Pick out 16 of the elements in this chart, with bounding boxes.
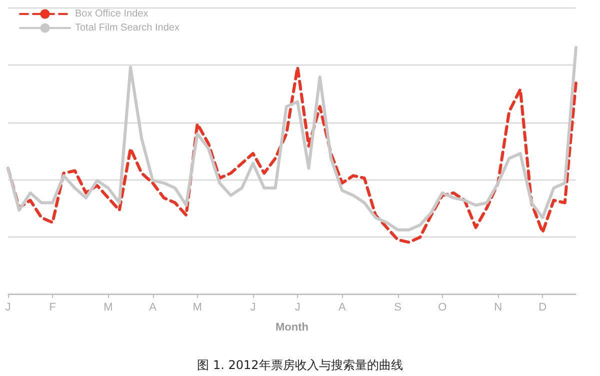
x-tick-label: J xyxy=(294,302,300,314)
x-tick-label: S xyxy=(394,302,402,314)
x-tick-label: A xyxy=(149,302,158,314)
x-tick-label: M xyxy=(192,302,202,314)
legend-label: Box Office Index xyxy=(75,8,148,20)
x-tick-label: M xyxy=(104,302,113,314)
text: 图 1. 2012年票房收入与搜索量的曲线 xyxy=(197,358,403,372)
x-tick-label: N xyxy=(494,302,502,314)
x-tick-label: A xyxy=(338,302,346,314)
x-tick-label: J xyxy=(5,302,11,314)
x-tick-label: D xyxy=(538,302,547,314)
x-tick-label: F xyxy=(49,302,56,314)
x-tick-label: O xyxy=(438,302,448,314)
x-tick-label: J xyxy=(250,302,256,314)
x-axis-title: Month xyxy=(276,322,309,334)
legend-label: Total Film Search Index xyxy=(75,22,180,34)
